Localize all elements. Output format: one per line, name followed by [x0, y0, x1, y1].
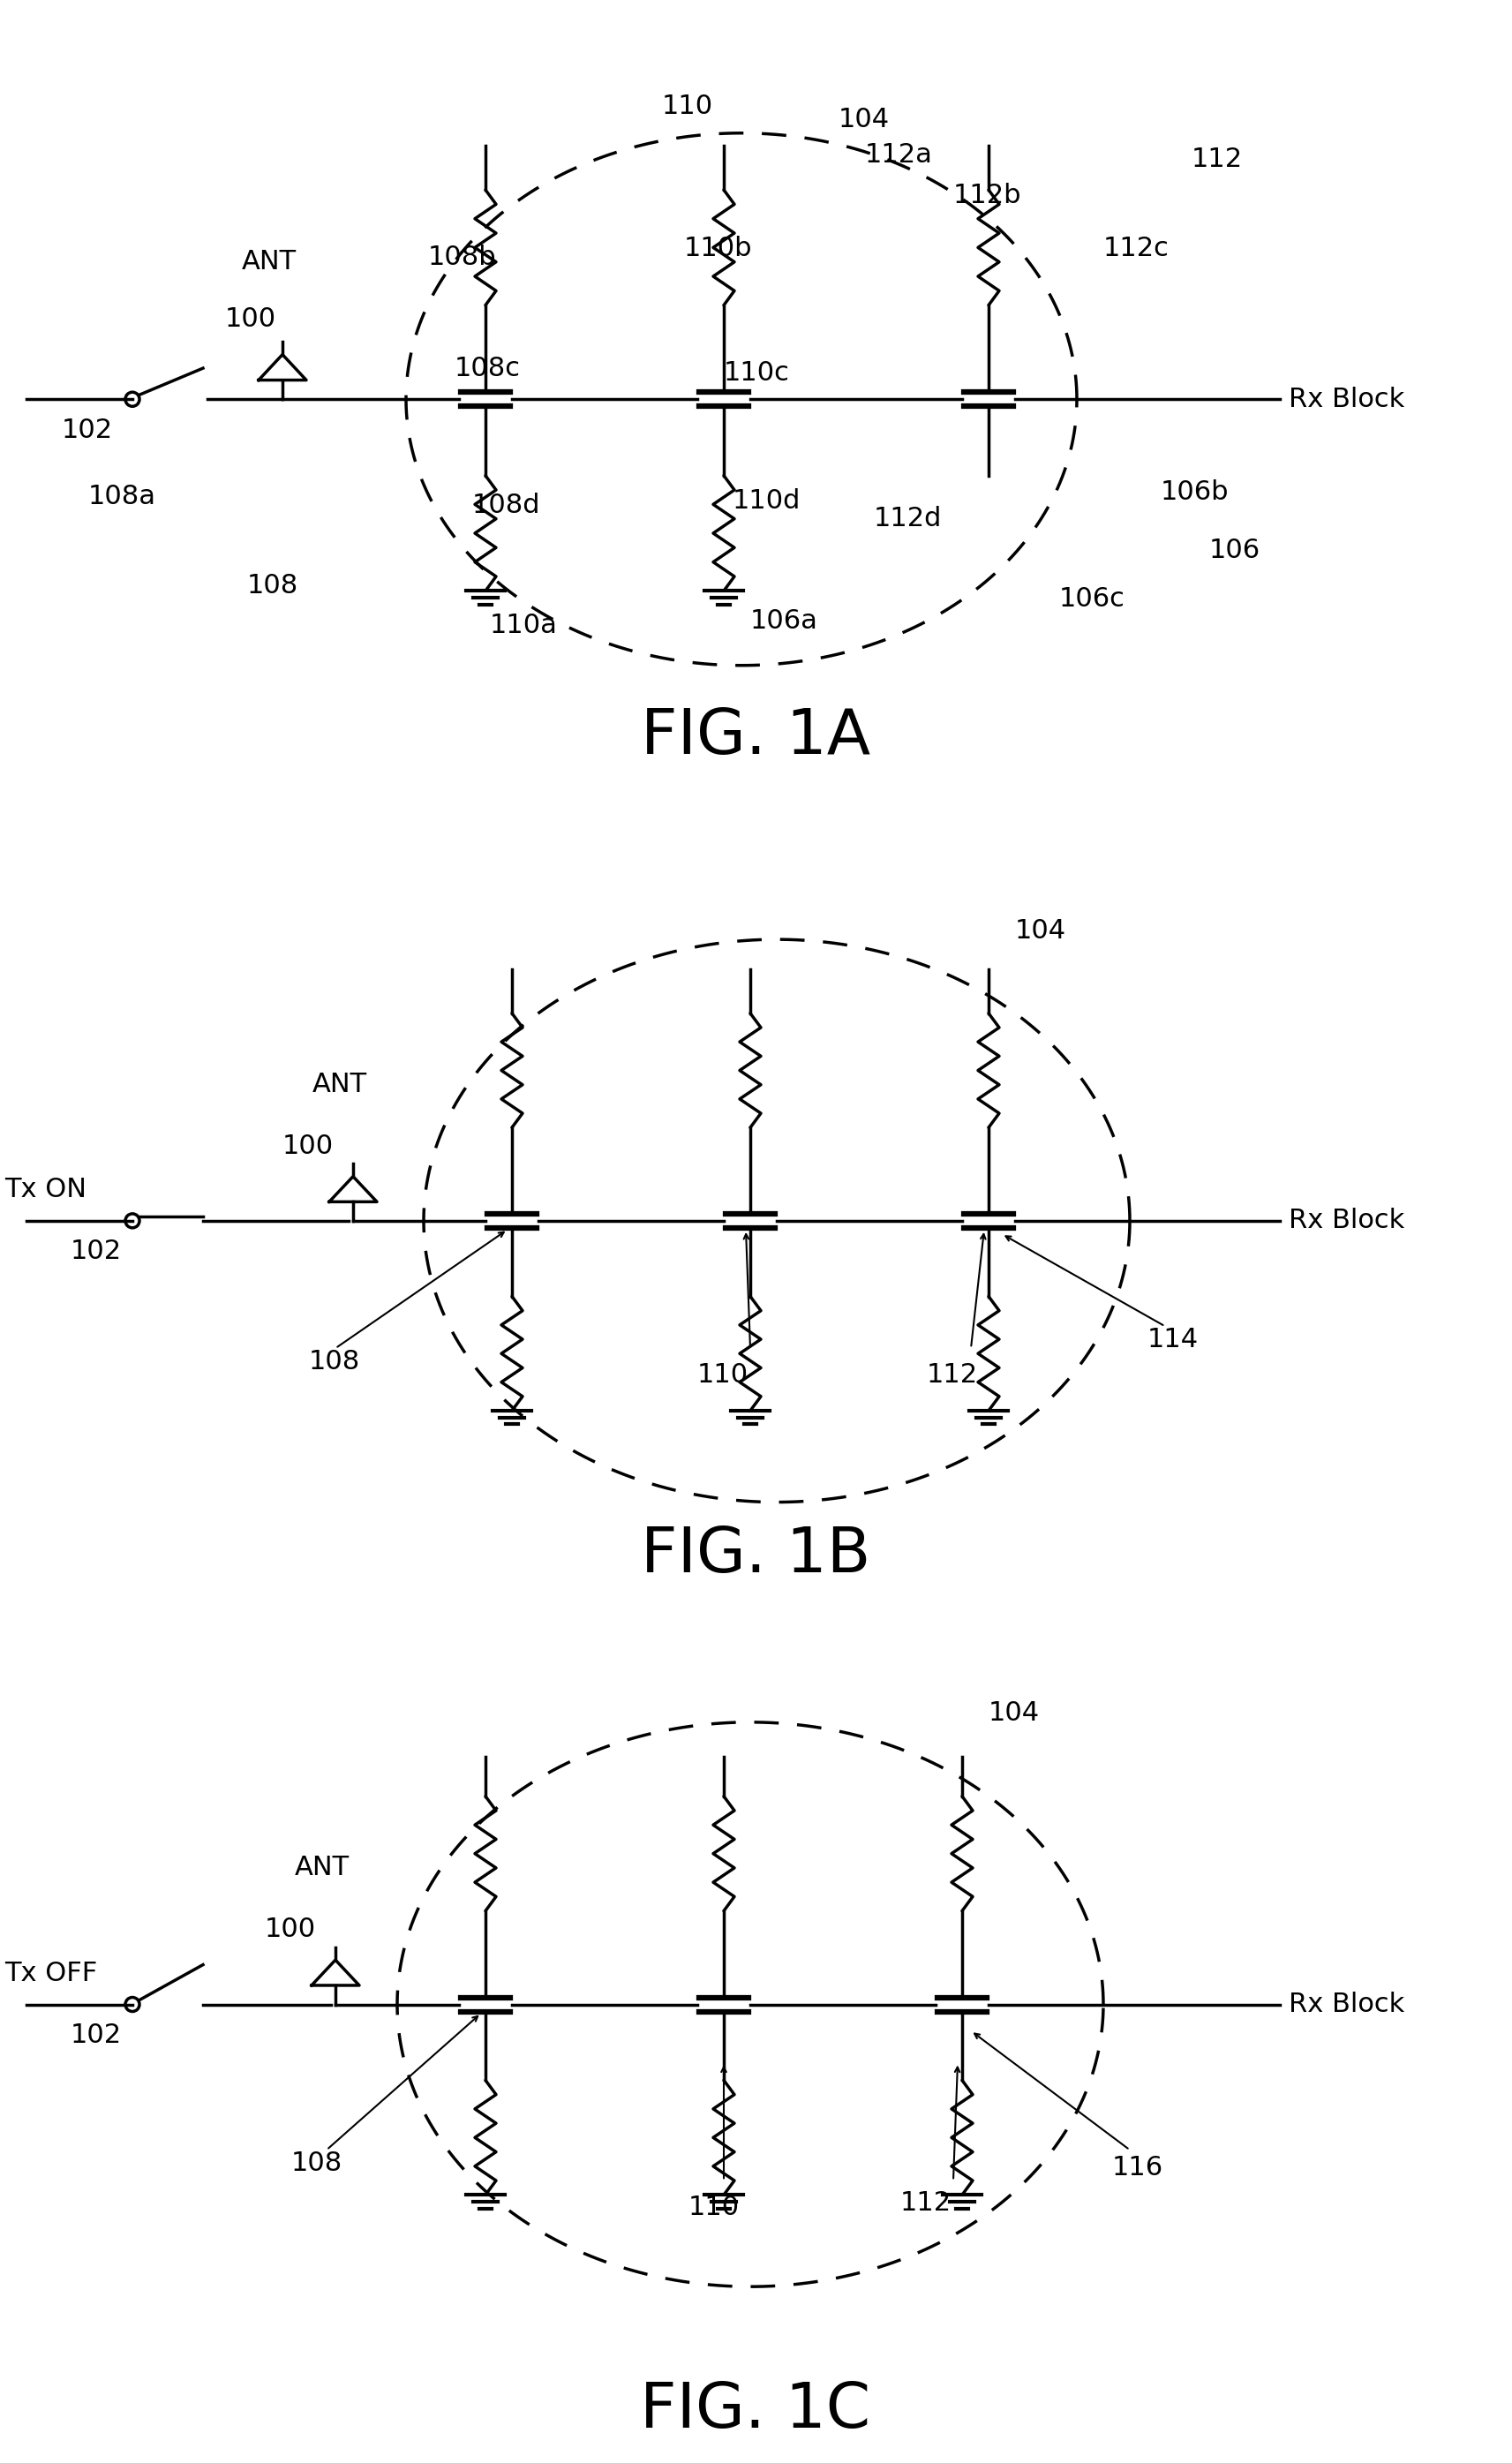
- Text: 112b: 112b: [953, 182, 1022, 207]
- Text: 100: 100: [265, 1916, 316, 1943]
- Text: 110: 110: [697, 1362, 748, 1387]
- Text: 104: 104: [989, 1699, 1040, 1727]
- Text: 110: 110: [662, 94, 714, 118]
- Text: 112a: 112a: [865, 143, 933, 167]
- Text: 100: 100: [225, 305, 277, 333]
- Text: 114: 114: [1148, 1328, 1199, 1352]
- Text: 104: 104: [1015, 919, 1066, 943]
- Text: 102: 102: [71, 2022, 122, 2049]
- Text: 116: 116: [1113, 2155, 1163, 2180]
- Text: 108b: 108b: [428, 244, 496, 271]
- Text: 106a: 106a: [750, 608, 818, 633]
- Text: Tx ON: Tx ON: [5, 1177, 86, 1202]
- Text: 110: 110: [688, 2195, 739, 2219]
- Text: 106: 106: [1210, 537, 1261, 564]
- Text: Rx Block: Rx Block: [1288, 1207, 1405, 1234]
- Text: 110a: 110a: [490, 613, 558, 638]
- Text: 108: 108: [292, 2150, 343, 2175]
- Text: ANT: ANT: [295, 1855, 349, 1882]
- Text: 108: 108: [308, 1350, 360, 1374]
- Text: 112: 112: [927, 1362, 978, 1387]
- Text: Rx Block: Rx Block: [1288, 387, 1405, 411]
- Text: 108: 108: [246, 574, 298, 599]
- Text: 104: 104: [839, 106, 891, 133]
- Text: 102: 102: [71, 1239, 122, 1264]
- Text: 112c: 112c: [1104, 236, 1169, 261]
- Text: FIG. 1B: FIG. 1B: [641, 1525, 871, 1586]
- Text: 100: 100: [283, 1133, 334, 1158]
- Text: 112: 112: [1191, 148, 1243, 172]
- Text: Tx OFF: Tx OFF: [5, 1961, 97, 1985]
- Text: 106c: 106c: [1060, 586, 1125, 611]
- Text: Rx Block: Rx Block: [1288, 1993, 1405, 2017]
- Text: 110d: 110d: [733, 488, 801, 515]
- Text: ANT: ANT: [242, 249, 296, 273]
- Text: 110b: 110b: [683, 236, 753, 261]
- Text: 112d: 112d: [874, 507, 942, 532]
- Text: FIG. 1C: FIG. 1C: [640, 2379, 871, 2441]
- Text: FIG. 1A: FIG. 1A: [641, 707, 871, 766]
- Text: 112: 112: [900, 2190, 951, 2217]
- Text: ANT: ANT: [313, 1071, 367, 1098]
- Text: 110c: 110c: [724, 360, 789, 384]
- Text: 108c: 108c: [455, 355, 520, 382]
- Text: 108d: 108d: [472, 493, 541, 520]
- Text: 102: 102: [62, 419, 113, 443]
- Text: 108a: 108a: [88, 485, 156, 510]
- Text: 106b: 106b: [1161, 480, 1229, 505]
